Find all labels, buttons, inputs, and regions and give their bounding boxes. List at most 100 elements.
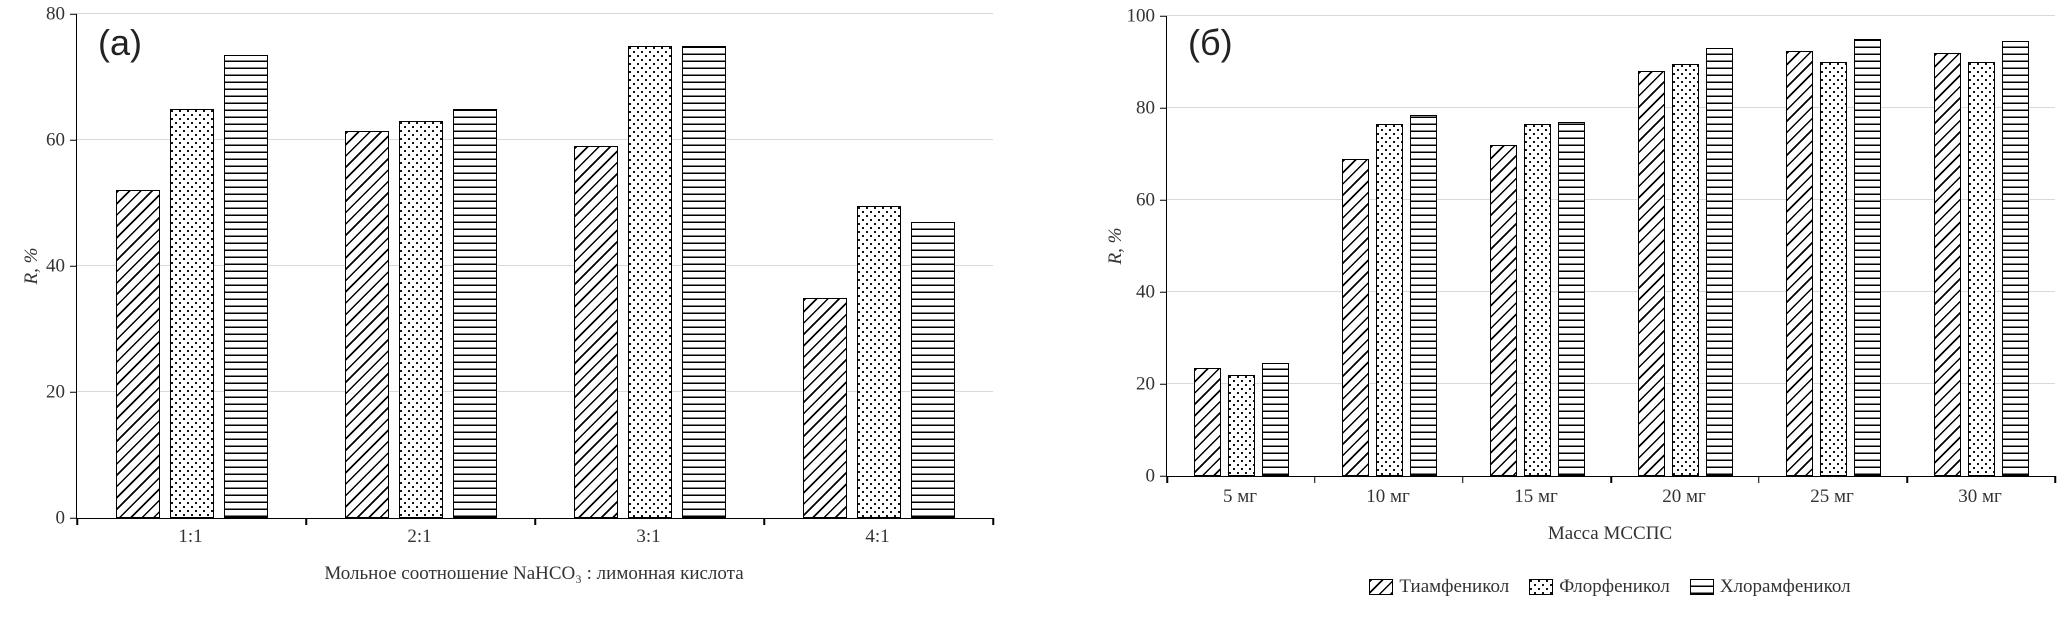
bar-Хлорамфеникол-5 мг — [1261, 363, 1289, 476]
y-tick-mark — [1160, 107, 1167, 109]
y-tick-mark — [1160, 199, 1167, 201]
legend-swatch-horizontal — [1689, 579, 1714, 595]
gridline — [1167, 15, 2055, 16]
legend-label: Флорфеникол — [1559, 576, 1670, 597]
legend: Тиамфеникол Флорфеникол Хлорамфеникол — [1166, 576, 2054, 598]
x-tick-label: 1:1 — [178, 526, 203, 547]
legend-label: Хлорамфеникол — [1719, 576, 1851, 597]
x-axis-title-b: Масса МССПС — [1547, 523, 1673, 544]
y-tick-label: 0 — [55, 507, 66, 529]
bar-Хлорамфеникол-4:1 — [910, 221, 955, 518]
bar-Тиамфеникол-25 мг — [1785, 50, 1813, 476]
bar-Хлорамфеникол-15 мг — [1557, 121, 1585, 476]
bar-Тиамфеникол-20 мг — [1637, 71, 1665, 476]
x-tick-mark — [1610, 476, 1612, 483]
plot-area-a: 0 20 40 60 80 — [46, 5, 994, 528]
chart-b: (б) R, % 0 20 40 60 80 100 5 мг 10 мг 15 мг 20 м… — [1080, 0, 2067, 626]
bar-Флорфеникол-25 мг — [1819, 62, 1847, 476]
y-tick-label: 40 — [46, 255, 65, 277]
bar-Тиамфеникол-1:1 — [115, 190, 160, 518]
y-tick-mark — [70, 391, 77, 393]
x-tick-label: 25 мг — [1810, 486, 1854, 507]
bar-group-30 мг — [1907, 16, 2055, 476]
bar-Флорфеникол-5 мг — [1227, 374, 1255, 476]
y-tick-mark — [70, 265, 77, 267]
panel-label-b: (б) — [1188, 22, 1233, 63]
bar-Хлорамфеникол-10 мг — [1409, 114, 1437, 476]
bar-group-5 мг — [1167, 16, 1315, 476]
x-tick-mark — [534, 518, 536, 525]
legend-item-Хлорамфеникол: Хлорамфеникол — [1689, 576, 1851, 598]
bar-Флорфеникол-30 мг — [1967, 62, 1995, 476]
x-tick-mark — [1758, 476, 1760, 483]
x-tick-mark — [763, 518, 765, 525]
y-tick-mark — [1160, 15, 1167, 17]
gridline — [77, 265, 993, 266]
bar-group-3:1 — [535, 14, 764, 518]
bar-Флорфеникол-4:1 — [856, 206, 901, 518]
x-tick-mark — [305, 518, 307, 525]
chart-a: (а) R, % 0 20 40 60 80 1:1 2:1 3:1 4:1 Мольное … — [10, 0, 1010, 626]
bar-Тиамфеникол-15 мг — [1489, 144, 1517, 476]
y-tick-label: 20 — [1136, 373, 1155, 395]
x-tick-label: 30 мг — [1958, 486, 2002, 507]
gridline — [77, 139, 993, 140]
x-tick-mark — [76, 518, 78, 525]
bar-Флорфеникол-15 мг — [1523, 124, 1551, 476]
y-tick-label: 40 — [1136, 281, 1155, 303]
bar-group-10 мг — [1315, 16, 1463, 476]
bar-Хлорамфеникол-25 мг — [1853, 39, 1881, 476]
bar-group-15 мг — [1463, 16, 1611, 476]
bar-Флорфеникол-3:1 — [627, 45, 672, 518]
bar-Тиамфеникол-10 мг — [1341, 158, 1369, 476]
gridline — [77, 391, 993, 392]
bar-group-2:1 — [306, 14, 535, 518]
legend-swatch-diagonal — [1369, 579, 1394, 595]
x-axis-ticks-a: 1:1 2:1 3:1 4:1 — [76, 526, 992, 548]
x-tick-mark — [1906, 476, 1908, 483]
bar-Тиамфеникол-2:1 — [344, 130, 389, 518]
legend-item-Тиамфеникол: Тиамфеникол — [1369, 576, 1509, 598]
y-tick-label: 20 — [46, 381, 65, 403]
plot-area-b: 0 20 40 60 80 100 — [1127, 7, 2056, 486]
y-tick-label: 80 — [1136, 97, 1155, 119]
bar-Хлорамфеникол-1:1 — [223, 54, 268, 518]
gridline — [1167, 383, 2055, 384]
gridline — [1167, 107, 2055, 108]
x-tick-mark — [1314, 476, 1316, 483]
x-axis-ticks-b: 5 мг 10 мг 15 мг 20 мг 25 мг 30 мг — [1166, 486, 2054, 508]
y-tick-mark — [1160, 291, 1167, 293]
bar-groups-a — [77, 14, 993, 518]
legend-item-Флорфеникол: Флорфеникол — [1529, 576, 1670, 598]
bar-group-4:1 — [764, 14, 993, 518]
bar-Тиамфеникол-3:1 — [573, 146, 618, 518]
x-tick-label: 20 мг — [1662, 486, 1706, 507]
bar-Хлорамфеникол-3:1 — [681, 45, 726, 518]
x-tick-mark — [1462, 476, 1464, 483]
bar-Хлорамфеникол-20 мг — [1705, 48, 1733, 476]
gridlines-a — [77, 13, 993, 518]
gridlines-b — [1167, 15, 2055, 476]
x-tick-mark — [2054, 476, 2056, 483]
x-tick-label: 3:1 — [636, 526, 661, 547]
y-tick-mark — [1160, 383, 1167, 385]
x-axis-title-a: Мольное соотношение NaHCO₃ : лимонная ки… — [324, 563, 744, 584]
bar-Тиамфеникол-30 мг — [1933, 52, 1961, 476]
bar-group-25 мг — [1759, 16, 1907, 476]
y-tick-label: 60 — [1136, 189, 1155, 211]
bar-Хлорамфеникол-2:1 — [452, 108, 497, 518]
bar-Флорфеникол-20 мг — [1671, 64, 1699, 476]
bar-Флорфеникол-10 мг — [1375, 124, 1403, 476]
x-tick-label: 10 мг — [1366, 486, 1410, 507]
bar-Тиамфеникол-4:1 — [802, 297, 847, 518]
bar-Тиамфеникол-5 мг — [1193, 367, 1221, 476]
legend-swatch-dots — [1529, 579, 1554, 595]
gridline — [77, 13, 993, 14]
x-tick-mark — [992, 518, 994, 525]
y-tick-mark — [1160, 475, 1167, 477]
x-tick-mark — [1166, 476, 1168, 483]
x-tick-label: 2:1 — [407, 526, 432, 547]
x-tick-label: 4:1 — [865, 526, 890, 547]
legend-label: Тиамфеникол — [1399, 576, 1510, 597]
